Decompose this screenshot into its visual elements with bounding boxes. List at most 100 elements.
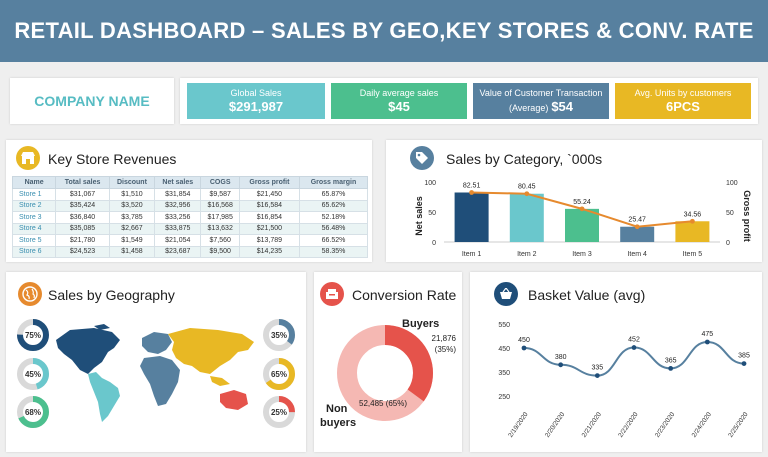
kpi-daily-average: Daily average sales $45 — [331, 83, 467, 119]
category-bar — [620, 226, 655, 242]
table-cell: $7,560 — [200, 234, 240, 247]
basket-x-tick: 2/25/2020 — [727, 411, 750, 439]
category-data-label: 25.47 — [628, 217, 646, 224]
category-data-label: 55.24 — [573, 199, 591, 206]
table-cell: 65.62% — [298, 199, 369, 212]
geo-donut-label: 35% — [270, 330, 287, 340]
basket-y-tick: 250 — [498, 394, 510, 401]
map-north-america — [56, 328, 120, 374]
gross-profit-point — [579, 206, 585, 212]
buyers-label: Buyers — [402, 318, 440, 330]
category-y2-tick: 0 — [726, 240, 730, 247]
table-header: Name — [11, 176, 57, 189]
basket-x-tick: 2/24/2020 — [691, 411, 714, 439]
table-cell: $33,875 — [154, 222, 202, 235]
basket-data-label: 452 — [628, 337, 640, 344]
store-icon — [16, 146, 40, 170]
table-cell: Store 4 — [11, 222, 57, 235]
table-cell: $13,789 — [238, 234, 300, 247]
table-cell: Store 2 — [11, 199, 57, 212]
geo-donut: 35% — [262, 318, 296, 352]
table-header: Net sales — [154, 176, 202, 189]
table-cell: Store 3 — [11, 211, 57, 224]
basket-point — [558, 362, 564, 368]
table-header: Total sales — [55, 176, 110, 189]
geo-donut-label: 25% — [270, 407, 287, 417]
table-cell: $1,510 — [108, 188, 156, 201]
basket-x-tick: 2/20/2020 — [544, 411, 567, 439]
table-cell: $13,632 — [200, 222, 240, 235]
geo-donut-label: 45% — [24, 369, 41, 379]
kpi-value: $291,987 — [228, 99, 284, 114]
basket-x-tick: 2/21/2020 — [581, 411, 604, 439]
geo-donut-label: 68% — [24, 407, 41, 417]
basket-data-label: 475 — [701, 331, 713, 338]
key-store-table: Name Total sales Discount Net sales COGS Gros… — [11, 176, 369, 258]
geo-donut: 45% — [16, 357, 50, 391]
globe-icon — [18, 282, 42, 306]
category-ylabel-left: Net sales — [414, 196, 424, 236]
buyers-pct: (35%) — [434, 345, 456, 354]
geography-title: Sales by Geography — [48, 287, 175, 303]
table-cell: $31,067 — [55, 188, 110, 201]
table-cell: $33,256 — [154, 211, 202, 224]
map-south-america — [88, 372, 120, 422]
category-x-tick: Item 1 — [462, 251, 482, 258]
table-cell: $16,584 — [238, 199, 300, 212]
table-cell: $1,549 — [108, 234, 156, 247]
kpi-customer-transaction: Value of Customer Transaction (Average) … — [473, 83, 609, 119]
basket-data-label: 385 — [738, 353, 750, 360]
table-cell: $21,054 — [154, 234, 202, 247]
table-cell: 52.18% — [298, 211, 369, 224]
map-asia — [168, 328, 254, 374]
basket-y-tick: 350 — [498, 370, 510, 377]
category-data-label: 80.45 — [518, 184, 536, 191]
gross-profit-point — [690, 218, 695, 224]
kpi-label: Global Sales — [230, 88, 282, 98]
table-cell: Store 5 — [11, 234, 57, 247]
basket-x-tick: 2/22/2020 — [617, 411, 640, 439]
basket-x-tick: 2/19/2020 — [507, 411, 530, 439]
table-cell: $32,956 — [154, 199, 202, 212]
table-row: Store 1 $31,067 $1,510 $31,854 $9,587 $21,450… — [11, 188, 369, 201]
kpi-value: $45 — [388, 99, 410, 114]
kpi-row: Global Sales $291,987 Daily average sale… — [180, 78, 758, 124]
kpi-label: Value of Customer Transaction — [479, 88, 603, 98]
table-cell: $35,085 — [55, 222, 110, 235]
kpi-label: Daily average sales — [359, 88, 439, 98]
basket-point — [741, 361, 747, 366]
world-map — [56, 324, 254, 422]
category-x-tick: Item 3 — [572, 251, 592, 258]
category-chart: Net sales Gross profit 100 50 0 100 50 0… — [414, 180, 752, 258]
gross-profit-point — [524, 191, 530, 197]
basket-title: Basket Value (avg) — [528, 287, 646, 303]
table-cell: $16,854 — [238, 211, 300, 224]
category-x-tick: Item 5 — [683, 251, 703, 258]
basket-data-label: 335 — [591, 365, 603, 372]
tag-icon — [410, 146, 434, 170]
table-cell: $2,667 — [108, 222, 156, 235]
category-data-label: 34.56 — [684, 211, 702, 218]
category-x-tick: Item 4 — [627, 251, 647, 258]
table-cell: $9,587 — [200, 188, 240, 201]
basket-point — [594, 373, 600, 378]
table-cell: $31,854 — [154, 188, 202, 201]
table-cell: $16,568 — [200, 199, 240, 212]
geo-donut-label: 65% — [270, 369, 287, 379]
table-cell: 66.52% — [298, 234, 369, 247]
kpi-value: $54 — [551, 99, 574, 114]
category-y2-tick: 100 — [726, 180, 738, 187]
table-cell: $3,520 — [108, 199, 156, 212]
category-bar — [675, 221, 710, 242]
table-cell: $21,780 — [55, 234, 110, 247]
buyers-segment — [337, 325, 433, 421]
cash-register-icon — [320, 282, 344, 306]
table-cell: 65.87% — [298, 188, 369, 201]
kpi-value: 6PCS — [666, 99, 700, 114]
non-buyers-label: buyers — [320, 417, 357, 429]
key-store-title: Key Store Revenues — [48, 151, 177, 167]
table-row: Store 6 $24,523 $1,458 $23,687 $9,500 $14,235… — [11, 245, 369, 258]
map-australia — [220, 390, 248, 410]
non-buyers-value: 52,485 (65%) — [359, 399, 408, 408]
basket-y-tick: 550 — [498, 322, 510, 329]
